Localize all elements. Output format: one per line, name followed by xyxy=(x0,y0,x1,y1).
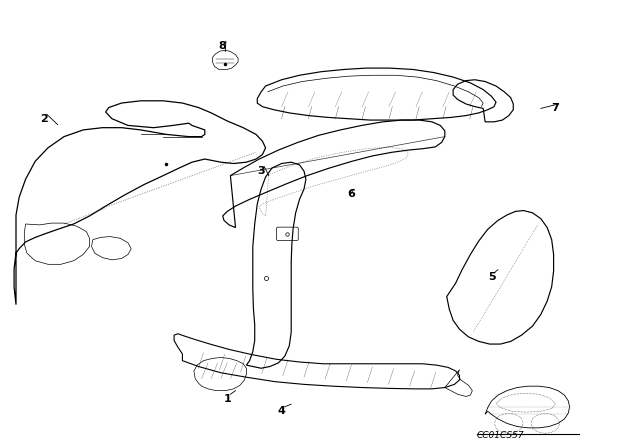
Text: 1: 1 xyxy=(223,394,231,404)
Text: 4: 4 xyxy=(278,406,285,416)
Text: 6: 6 xyxy=(347,189,355,198)
Text: 3: 3 xyxy=(257,166,265,176)
Text: 5: 5 xyxy=(488,272,495,282)
Text: 7: 7 xyxy=(552,103,559,113)
Text: CC01CS57: CC01CS57 xyxy=(477,431,524,440)
Text: 8: 8 xyxy=(219,41,227,51)
Text: 2: 2 xyxy=(40,114,47,124)
